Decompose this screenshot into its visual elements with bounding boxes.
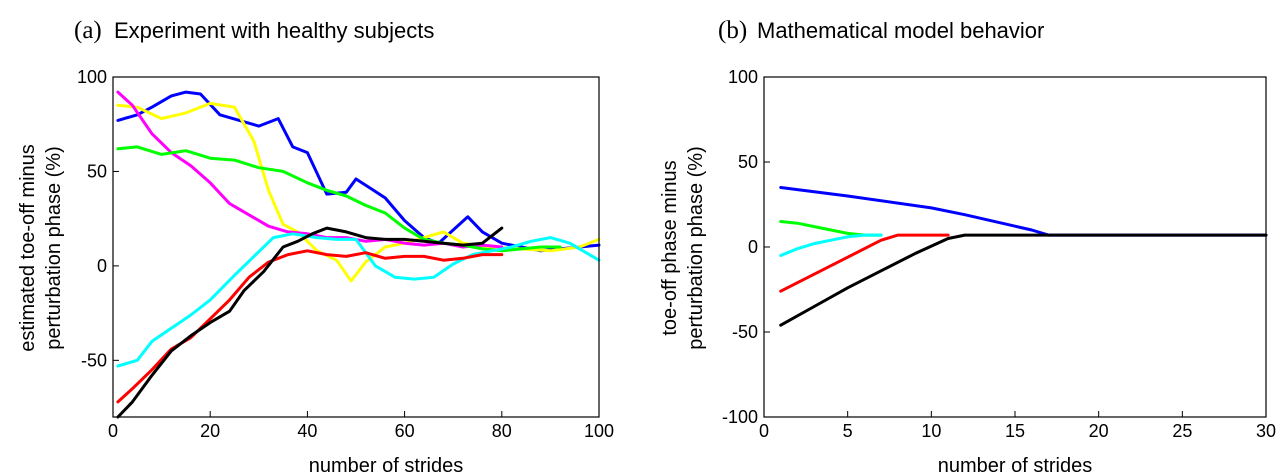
panel-b-xtick-label: 10 (921, 421, 941, 441)
panel-a-xtick-label: 0 (108, 421, 118, 441)
panel-a-ytick-label: 0 (97, 256, 107, 276)
panel-a-ylabel-line1: estimated toe-off minus (17, 144, 39, 352)
panel-a-ylabel-line2: perturbation phase (%) (43, 146, 65, 349)
panel-b-ytick-label: 50 (738, 152, 758, 172)
panel-a-xtick-label: 60 (395, 421, 415, 441)
panel-b-ticks: 0 5 10 15 20 25 30 -100 -50 0 50 100 (722, 67, 1276, 441)
panel-a-series-black (116, 226, 504, 419)
panel-b-xlabel: number of strides (938, 455, 1093, 476)
panel-b-axes-frame (763, 76, 1267, 418)
panel-a-xtick-label: 100 (584, 421, 614, 441)
panel-b-series-green (779, 220, 883, 237)
panel-b-series-black (779, 233, 1268, 327)
panel-a: (a) Experiment with healthy subjects 0 20… (17, 17, 614, 476)
panel-b-xtick-label: 15 (1005, 421, 1025, 441)
panel-b-ytick-label: 0 (748, 237, 758, 257)
panel-a-series-blue (116, 90, 601, 253)
panel-b-series (779, 186, 1268, 327)
panel-b-ylabel-line2: perturbation phase (%) (685, 146, 707, 349)
panel-a-ytick-label: 100 (77, 67, 107, 87)
panel-a-xlabel: number of strides (309, 455, 464, 476)
panel-b-letter: (b) (718, 17, 747, 44)
panel-b-ytick-label: -50 (732, 322, 758, 342)
panel-a-series (116, 90, 601, 419)
panel-b-ylabel-line1: toe-off phase minus (659, 160, 681, 335)
panel-b-series-red (779, 233, 950, 293)
panel-a-xtick-label: 80 (492, 421, 512, 441)
panel-b-series-blue (779, 186, 1268, 237)
panel-b-xtick-label: 20 (1089, 421, 1109, 441)
panel-a-ticks: 0 20 40 60 80 100 -50 0 50 100 (77, 67, 614, 441)
panel-a-letter: (a) (74, 17, 102, 44)
panel-a-ytick-label: -50 (81, 350, 107, 370)
panel-b-xtick-label: 0 (759, 421, 769, 441)
panel-b-title: Mathematical model behavior (757, 18, 1044, 43)
panel-a-xtick-label: 40 (297, 421, 317, 441)
panel-b-xtick-label: 25 (1172, 421, 1192, 441)
panel-a-title: Experiment with healthy subjects (114, 18, 434, 43)
panel-b-ytick-label: -100 (722, 407, 758, 427)
panel-a-axes-frame (112, 76, 600, 418)
panel-a-ytick-label: 50 (87, 161, 107, 181)
panel-a-xtick-label: 20 (200, 421, 220, 441)
panel-b-ytick-label: 100 (728, 67, 758, 87)
panel-b-xtick-label: 5 (843, 421, 853, 441)
panel-b-xtick-label: 30 (1256, 421, 1276, 441)
panel-b: (b) Mathematical model behavior 0 5 10 15 20… (659, 17, 1276, 476)
panel-b-series-cyan (779, 233, 883, 257)
